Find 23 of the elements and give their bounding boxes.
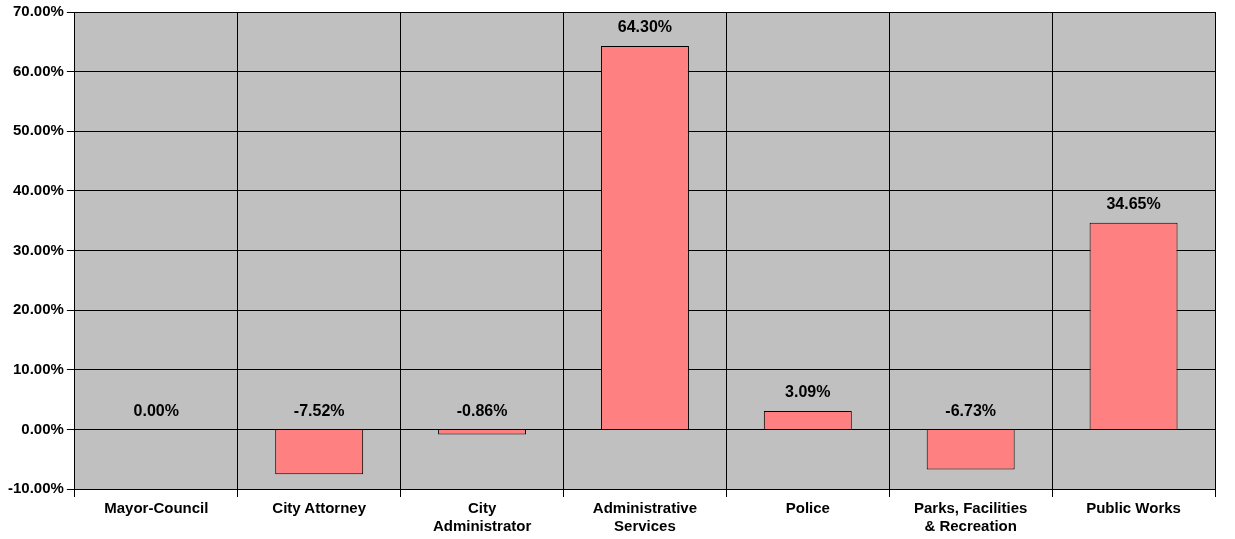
- y-tick-label: 50.00%: [12, 121, 64, 139]
- y-tick-label: 60.00%: [12, 61, 64, 79]
- data-label: 34.65%: [1106, 195, 1161, 213]
- data-label: 64.30%: [617, 18, 673, 36]
- x-tick-label: Police: [785, 499, 830, 517]
- data-label: -6.73%: [945, 401, 997, 419]
- data-label: 3.09%: [785, 383, 831, 401]
- y-tick-label: 20.00%: [12, 300, 64, 318]
- y-tick-label: 30.00%: [12, 240, 64, 258]
- y-tick-label: -10.00%: [7, 479, 64, 497]
- y-tick-label: 10.00%: [12, 359, 64, 377]
- x-tick-label: Public Works: [1086, 499, 1181, 517]
- x-tick-label: City Attorney: [272, 499, 367, 517]
- y-tick-label: 0.00%: [21, 419, 64, 437]
- x-tick-label: Parks, Facilities & Recreation: [913, 499, 1028, 535]
- x-tick-label: Administrative Services: [592, 499, 698, 535]
- x-tick-label: City Administrator: [432, 499, 532, 535]
- y-tick-label: 70.00%: [12, 2, 64, 20]
- y-tick-label: 40.00%: [12, 181, 64, 199]
- data-label: -7.52%: [293, 401, 345, 419]
- data-label: 0.00%: [133, 401, 179, 419]
- x-tick-label: Mayor-Council: [104, 499, 209, 517]
- data-label: -0.86%: [456, 401, 508, 419]
